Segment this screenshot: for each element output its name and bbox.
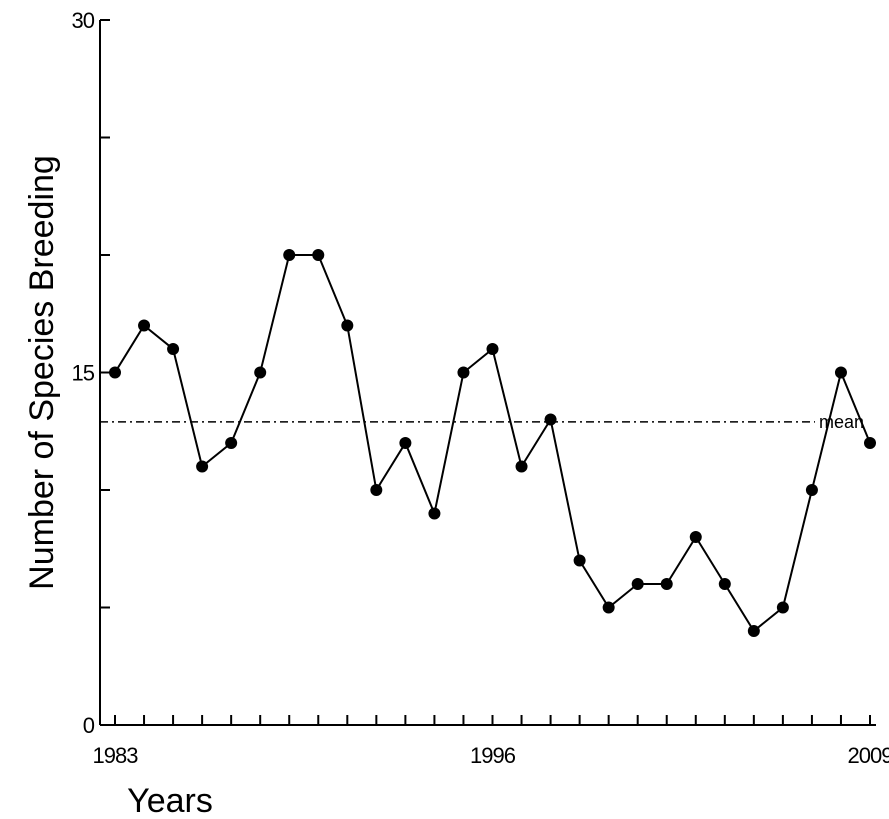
x-axis-title: Years	[127, 782, 213, 819]
x-tick-label: 1983	[93, 743, 139, 768]
data-point	[747, 625, 760, 637]
data-point	[486, 343, 499, 355]
x-tick-label: 1996	[470, 743, 516, 768]
data-point	[689, 531, 702, 543]
data-point	[544, 413, 557, 426]
data-point	[805, 484, 818, 496]
data-point	[718, 578, 731, 590]
data-point	[312, 249, 325, 261]
data-point	[254, 366, 267, 379]
data-point	[341, 319, 354, 332]
data-point	[225, 437, 238, 449]
data-point	[602, 601, 615, 614]
data-point	[196, 460, 209, 473]
data-points	[109, 249, 876, 637]
data-point	[428, 507, 441, 520]
data-point	[457, 366, 470, 379]
y-axis-title: Number of Species Breeding	[23, 155, 61, 590]
data-point	[834, 366, 847, 379]
data-point	[864, 437, 876, 449]
data-point	[660, 578, 673, 590]
axes	[99, 20, 876, 726]
data-point	[631, 578, 644, 590]
data-point	[573, 554, 586, 567]
y-ticks: 0 15 30	[72, 8, 110, 738]
y-tick-label: 0	[83, 713, 95, 738]
x-tick-label: 2009	[848, 743, 889, 768]
data-point	[370, 484, 383, 496]
data-point	[283, 249, 296, 261]
y-tick-label: 15	[72, 361, 95, 386]
data-point	[776, 601, 789, 614]
mean-label: mean	[819, 412, 864, 432]
data-point	[109, 366, 121, 379]
data-point	[399, 437, 412, 449]
data-point	[138, 319, 151, 332]
data-point	[167, 343, 180, 355]
x-ticks: 1983 1996 2009	[93, 715, 889, 768]
y-tick-label: 30	[72, 8, 95, 33]
data-point	[515, 460, 528, 473]
